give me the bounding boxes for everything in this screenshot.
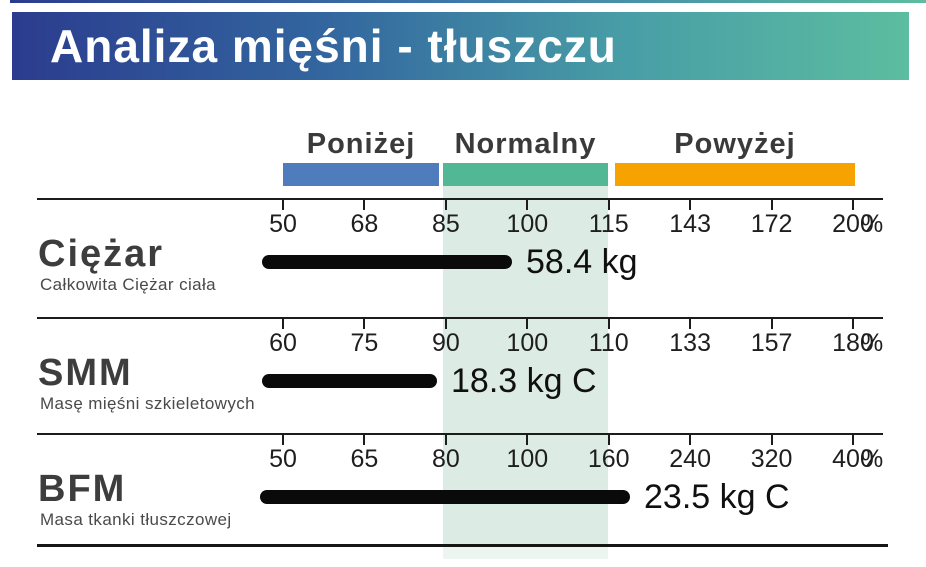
axis-line	[37, 433, 883, 435]
tick-mark	[363, 319, 366, 329]
tick-label: 172	[750, 210, 793, 238]
tick-mark	[689, 200, 692, 210]
tick-mark	[770, 435, 773, 445]
axis-unit-label: %	[861, 210, 884, 238]
tick-label: 160	[587, 445, 630, 473]
tick-mark	[770, 319, 773, 329]
legend-bar-above	[615, 163, 855, 186]
tick-mark	[852, 200, 854, 210]
tick-mark	[444, 435, 447, 445]
row-sublabel: Masę mięśni szkieletowych	[40, 394, 256, 413]
value-label: 18.3 kg C	[451, 362, 597, 400]
row-sublabel: Całkowita Ciężar ciała	[40, 275, 217, 294]
page-title-banner: Analiza mięśni - tłuszczu	[12, 12, 909, 80]
tick-label: 240	[669, 445, 711, 473]
row-label: SMM	[38, 352, 133, 394]
value-bar	[260, 490, 630, 504]
legend-label-above: Powyżej	[674, 128, 796, 160]
tick-label: 90	[431, 329, 460, 357]
normal-range-band	[443, 186, 608, 544]
tick-label: 50	[269, 210, 297, 238]
axis-unit-label: %	[861, 329, 884, 357]
tick-label: 75	[350, 329, 379, 357]
tick-label: 60	[269, 329, 297, 357]
tick-mark	[444, 319, 447, 329]
bottom-border-line	[37, 544, 888, 547]
tick-mark	[526, 319, 529, 329]
tick-label: 400	[832, 445, 874, 473]
tick-mark	[282, 200, 284, 210]
tick-label: 180	[832, 329, 874, 357]
tick-label: 85	[431, 210, 460, 238]
axis-line	[37, 198, 883, 200]
tick-mark	[363, 200, 366, 210]
value-label: 23.5 kg C	[644, 478, 790, 516]
legend-bar-normal	[443, 163, 608, 186]
value-bar	[262, 255, 512, 269]
tick-label: 143	[669, 210, 711, 238]
row-label: BFM	[38, 468, 127, 510]
tick-mark	[607, 435, 610, 445]
tick-label: 50	[269, 445, 297, 473]
tick-label: 80	[431, 445, 460, 473]
axis-line	[37, 317, 883, 319]
tick-mark	[526, 435, 529, 445]
tick-mark	[689, 319, 692, 329]
tick-label: 100	[506, 329, 549, 357]
value-label: 58.4 kg	[526, 243, 638, 281]
legend-label-normal: Normalny	[454, 128, 597, 160]
tick-mark	[444, 200, 447, 210]
tick-mark	[526, 200, 529, 210]
tick-label: 157	[750, 329, 793, 357]
row-sublabel: Masa tkanki tłuszczowej	[40, 510, 232, 529]
tick-mark	[689, 435, 692, 445]
tick-mark	[607, 319, 610, 329]
top-divider-strip	[10, 0, 926, 3]
normal-range-band-extension	[443, 547, 608, 559]
tick-label: 320	[750, 445, 793, 473]
tick-mark	[607, 200, 610, 210]
tick-mark	[282, 319, 284, 329]
tick-label: 133	[669, 329, 711, 357]
value-bar	[262, 374, 437, 388]
legend-bar-below	[283, 163, 439, 186]
tick-mark	[852, 319, 854, 329]
row-label: Ciężar	[38, 233, 165, 275]
tick-label: 115	[588, 210, 629, 238]
page-title: Analiza mięśni - tłuszczu	[50, 20, 617, 72]
axis-unit-label: %	[861, 445, 884, 473]
tick-label: 200	[832, 210, 874, 238]
tick-label: 100	[506, 445, 549, 473]
tick-mark	[852, 435, 854, 445]
tick-mark	[363, 435, 366, 445]
legend-label-below: Poniżej	[306, 128, 416, 160]
tick-mark	[282, 435, 284, 445]
tick-label: 110	[588, 329, 629, 357]
tick-label: 100	[506, 210, 549, 238]
tick-label: 68	[350, 210, 379, 238]
tick-label: 65	[350, 445, 379, 473]
tick-mark	[770, 200, 773, 210]
